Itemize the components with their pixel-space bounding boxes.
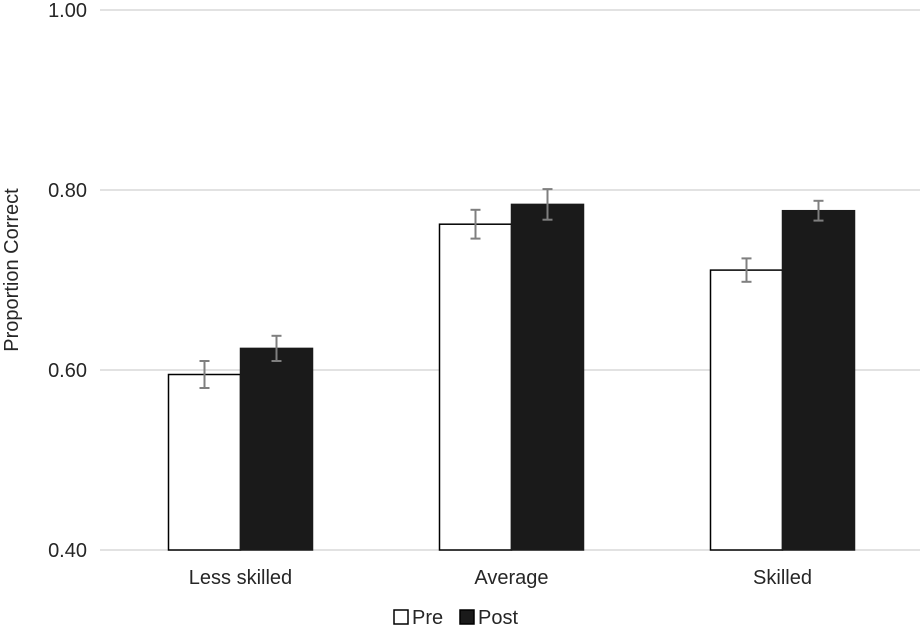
x-tick-label: Skilled	[753, 567, 812, 589]
x-tick-label: Average	[474, 567, 548, 589]
y-tick-label: 1.00	[48, 0, 87, 22]
y-tick-label: 0.80	[48, 180, 87, 202]
bar-post-2	[781, 209, 856, 551]
bar-post-1	[510, 203, 585, 551]
y-tick-label: 0.60	[48, 360, 87, 382]
x-tick-labels: Less skilled Average Skilled	[189, 567, 812, 589]
x-tick-label: Less skilled	[189, 567, 292, 589]
bar-post-0	[239, 347, 314, 551]
bar-pre-2	[709, 269, 784, 551]
bars	[167, 203, 856, 551]
legend: Pre Post	[393, 607, 518, 629]
legend-swatch-pre	[393, 609, 409, 625]
legend-label-post: Post	[478, 607, 518, 629]
bar-pre-1	[438, 223, 513, 551]
y-axis-title: Proportion Correct	[1, 188, 23, 352]
legend-label-pre: Pre	[412, 607, 443, 629]
error-bars	[199, 188, 824, 389]
bar-pre-0	[167, 373, 242, 551]
y-tick-labels: 0.40 0.60 0.80 1.00	[48, 0, 87, 562]
y-tick-label: 0.40	[48, 540, 87, 562]
legend-swatch-post	[459, 609, 475, 625]
